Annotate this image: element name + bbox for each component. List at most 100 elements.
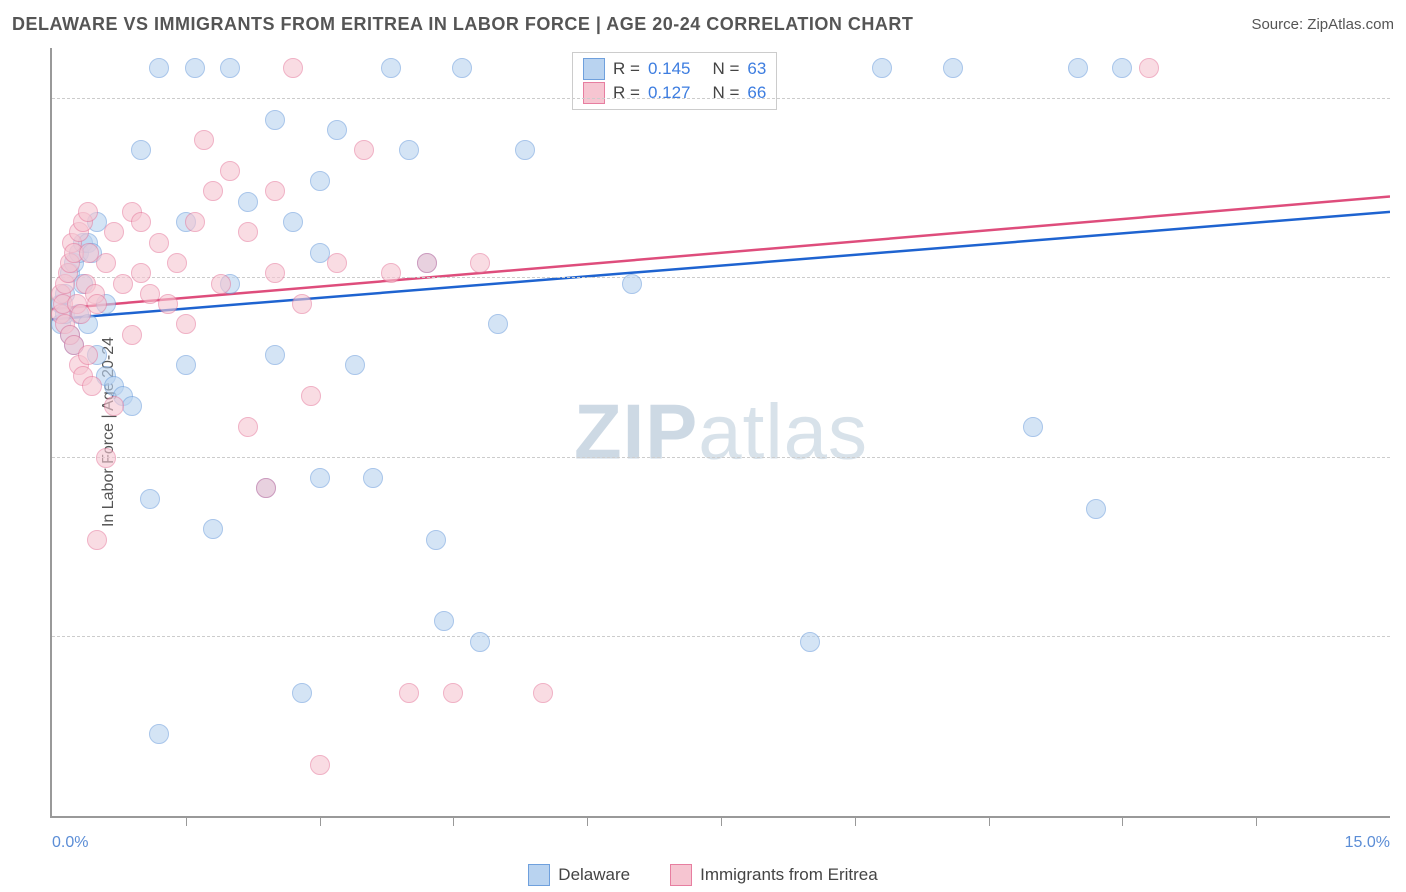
data-point <box>310 755 330 775</box>
data-point <box>87 294 107 314</box>
legend-item: Immigrants from Eritrea <box>670 864 878 886</box>
x-tick <box>1256 816 1257 826</box>
stats-n-label: N = <box>712 83 739 103</box>
legend-item: Delaware <box>528 864 630 886</box>
gridline <box>52 636 1390 637</box>
stats-r-label: R = <box>613 83 640 103</box>
data-point <box>283 58 303 78</box>
data-point <box>104 396 124 416</box>
data-point <box>515 140 535 160</box>
data-point <box>452 58 472 78</box>
stats-legend: R = 0.145 N = 63 R = 0.127 N = 66 <box>572 52 777 110</box>
data-point <box>399 140 419 160</box>
data-point <box>238 417 258 437</box>
data-point <box>399 683 419 703</box>
data-point <box>176 355 196 375</box>
data-point <box>96 253 116 273</box>
data-point <box>622 274 642 294</box>
data-point <box>122 325 142 345</box>
x-min-label: 0.0% <box>52 834 88 852</box>
data-point <box>1139 58 1159 78</box>
data-point <box>533 683 553 703</box>
data-point <box>265 345 285 365</box>
data-point <box>417 253 437 273</box>
data-point <box>238 192 258 212</box>
data-point <box>158 294 178 314</box>
stats-r-label: R = <box>613 59 640 79</box>
data-point <box>345 355 365 375</box>
legend-label: Delaware <box>558 865 630 885</box>
data-point <box>434 611 454 631</box>
data-point <box>426 530 446 550</box>
data-point <box>220 58 240 78</box>
x-tick <box>721 816 722 826</box>
data-point <box>167 253 187 273</box>
data-point <box>238 222 258 242</box>
stats-r-value: 0.145 <box>648 59 691 79</box>
gridline <box>52 98 1390 99</box>
data-point <box>87 530 107 550</box>
data-point <box>310 468 330 488</box>
scatter-chart: In Labor Force | Age 20-24 ZIPatlas R = … <box>50 48 1390 818</box>
series-legend: Delaware Immigrants from Eritrea <box>0 864 1406 886</box>
x-tick <box>320 816 321 826</box>
data-point <box>292 683 312 703</box>
data-point <box>131 263 151 283</box>
data-point <box>149 233 169 253</box>
data-point <box>327 253 347 273</box>
data-point <box>265 110 285 130</box>
data-point <box>176 314 196 334</box>
data-point <box>104 222 124 242</box>
stats-n-value: 63 <box>747 59 766 79</box>
chart-title: DELAWARE VS IMMIGRANTS FROM ERITREA IN L… <box>12 14 913 35</box>
legend-swatch <box>528 864 550 886</box>
stats-r-value: 0.127 <box>648 83 691 103</box>
data-point <box>185 58 205 78</box>
data-point <box>381 263 401 283</box>
data-point <box>1023 417 1043 437</box>
data-point <box>292 294 312 314</box>
x-tick <box>453 816 454 826</box>
legend-swatch <box>583 58 605 80</box>
stats-n-label: N = <box>712 59 739 79</box>
data-point <box>381 58 401 78</box>
legend-swatch <box>670 864 692 886</box>
data-point <box>256 478 276 498</box>
trend-line <box>52 196 1390 309</box>
data-point <box>327 120 347 140</box>
data-point <box>1086 499 1106 519</box>
data-point <box>310 171 330 191</box>
data-point <box>203 519 223 539</box>
data-point <box>140 489 160 509</box>
data-point <box>82 376 102 396</box>
data-point <box>131 212 151 232</box>
data-point <box>1112 58 1132 78</box>
data-point <box>301 386 321 406</box>
gridline <box>52 277 1390 278</box>
data-point <box>363 468 383 488</box>
data-point <box>470 632 490 652</box>
data-point <box>113 274 133 294</box>
data-point <box>78 202 98 222</box>
data-point <box>203 181 223 201</box>
data-point <box>185 212 205 232</box>
data-point <box>443 683 463 703</box>
data-point <box>1068 58 1088 78</box>
data-point <box>283 212 303 232</box>
data-point <box>354 140 374 160</box>
data-point <box>310 243 330 263</box>
data-point <box>800 632 820 652</box>
x-tick <box>1122 816 1123 826</box>
watermark: ZIPatlas <box>574 387 868 478</box>
x-max-label: 15.0% <box>1345 834 1390 852</box>
legend-label: Immigrants from Eritrea <box>700 865 878 885</box>
data-point <box>96 448 116 468</box>
data-point <box>265 181 285 201</box>
source-label: Source: ZipAtlas.com <box>1251 16 1394 33</box>
data-point <box>943 58 963 78</box>
x-tick <box>855 816 856 826</box>
data-point <box>78 345 98 365</box>
data-point <box>211 274 231 294</box>
data-point <box>488 314 508 334</box>
stats-n-value: 66 <box>747 83 766 103</box>
